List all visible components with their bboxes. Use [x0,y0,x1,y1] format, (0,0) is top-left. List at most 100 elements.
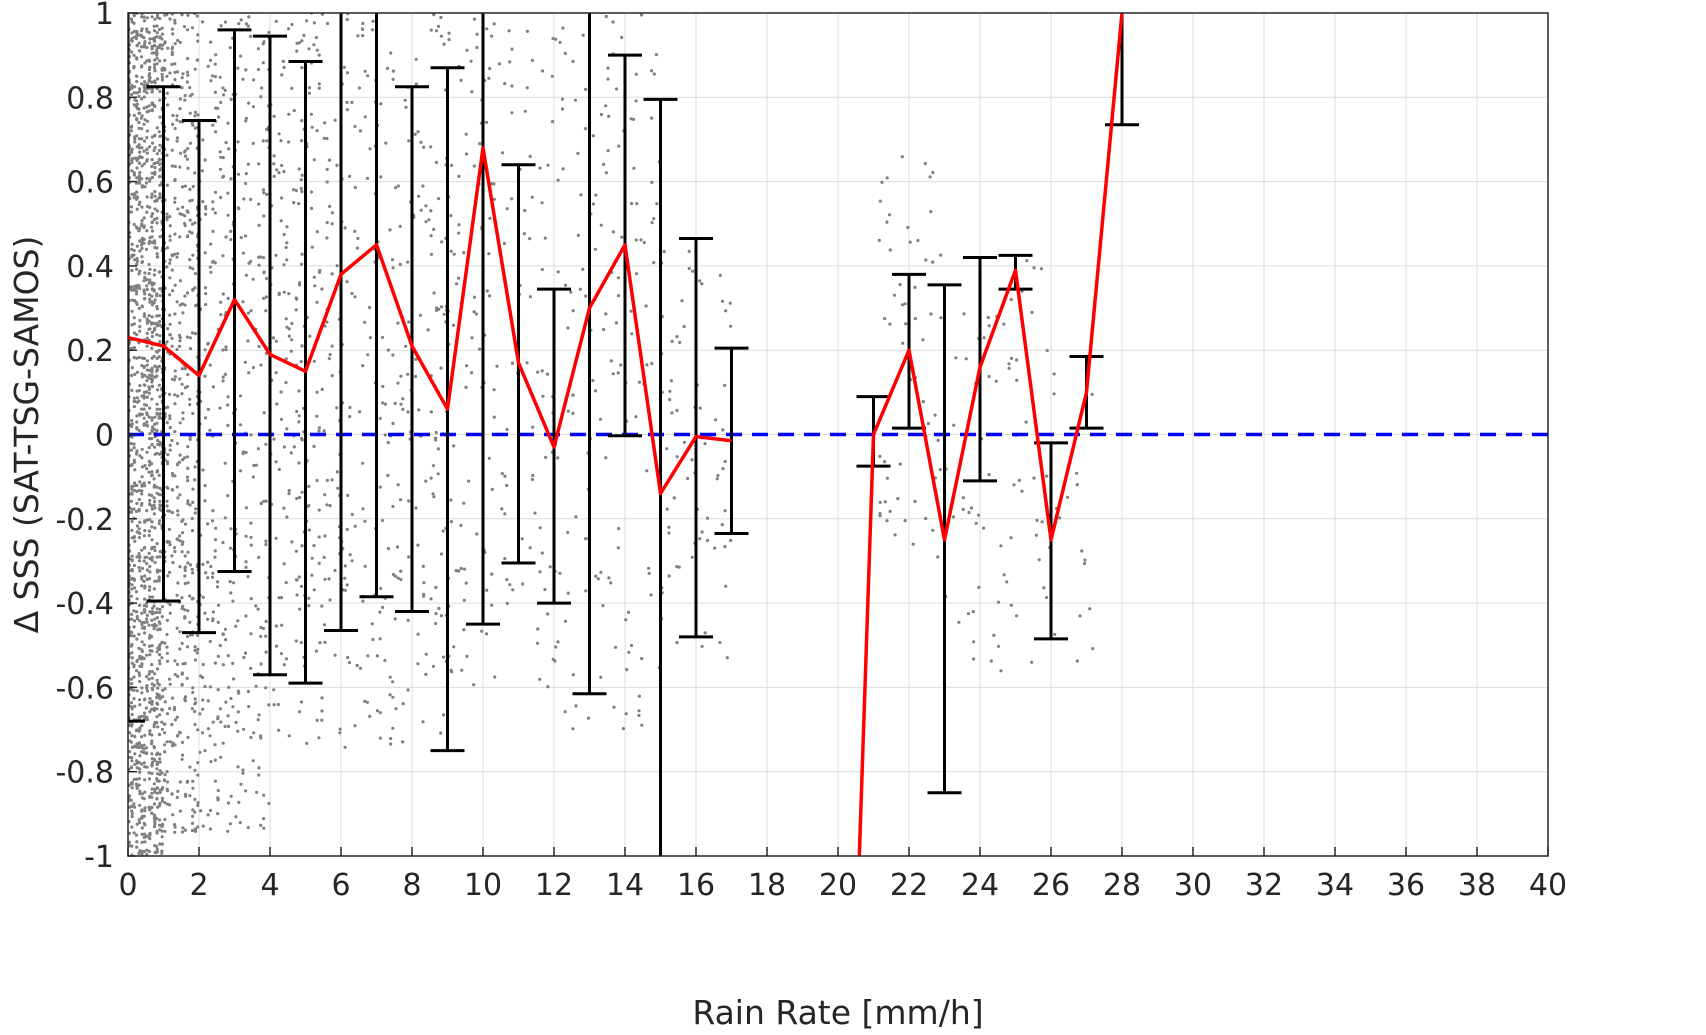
scatter-point [145,561,149,566]
scatter-point [155,56,159,60]
scatter-point [274,536,278,540]
scatter-point [150,214,154,218]
scatter-point [452,645,456,649]
scatter-point [190,231,194,235]
scatter-point [652,217,656,221]
scatter-point [142,396,146,400]
scatter-point [157,270,161,274]
scatter-point [135,617,139,621]
scatter-point [145,653,149,657]
scatter-point [185,70,190,74]
scatter-point [218,167,223,171]
scatter-point [132,802,136,806]
scatter-point [157,522,161,526]
scatter-point [267,801,271,806]
scatter-point [294,189,298,193]
scatter-point [226,191,230,195]
scatter-point [138,520,142,524]
scatter-point [176,38,180,43]
scatter-point [155,667,160,671]
scatter-point [137,777,141,781]
scatter-point [219,100,223,104]
scatter-point [130,707,134,711]
scatter-point [315,300,319,304]
scatter-point [413,132,417,136]
scatter-point [322,623,327,627]
scatter-point [157,818,162,822]
scatter-point [579,193,583,197]
scatter-point [150,470,154,474]
scatter-point [193,722,197,727]
scatter-point [181,311,185,315]
scatter-point [181,826,185,830]
scatter-point [147,771,151,775]
scatter-point [143,373,147,377]
scatter-point [503,82,507,86]
scatter-point [145,278,149,282]
scatter-point [148,300,152,304]
scatter-point [163,40,167,44]
scatter-point [150,676,154,680]
scatter-point [138,181,142,185]
scatter-point [143,586,147,590]
scatter-point [163,722,167,726]
scatter-point [168,17,172,21]
scatter-point [257,555,261,560]
scatter-point [173,70,177,74]
scatter-point [142,579,146,584]
scatter-point [135,284,139,288]
scatter-point [292,108,296,113]
scatter-point [323,640,327,644]
scatter-point [167,677,172,681]
scatter-point [135,759,139,763]
scatter-point [650,361,654,366]
scatter-point [150,195,154,200]
scatter-point [132,331,136,335]
scatter-point [566,326,570,330]
scatter-point [231,599,235,603]
scatter-point [257,344,261,349]
scatter-point [147,262,151,267]
scatter-point [432,495,436,499]
scatter-point [161,43,165,47]
scatter-point [142,106,146,110]
scatter-point [171,813,175,817]
scatter-point [972,657,976,661]
scatter-point [132,64,136,69]
scatter-point [951,515,956,519]
scatter-point [566,409,570,413]
scatter-point [157,355,161,359]
scatter-point [152,29,157,33]
scatter-point [604,312,608,316]
scatter-point [389,736,393,741]
scatter-point [135,259,139,263]
scatter-point [157,196,161,200]
scatter-point [129,205,133,209]
scatter-point [556,640,560,644]
scatter-point [168,443,172,447]
scatter-point [257,223,261,227]
scatter-point [535,641,540,645]
scatter-point [591,134,595,138]
scatter-point [243,651,248,655]
scatter-point [312,444,316,448]
scatter-point [143,806,147,810]
scatter-point [145,518,149,522]
scatter-point [1045,348,1049,353]
scatter-point [168,603,172,607]
scatter-point [180,213,184,217]
scatter-point [571,727,575,731]
scatter-point [135,396,139,400]
scatter-point [424,652,428,656]
scatter-point [900,155,904,159]
scatter-point [457,569,461,573]
scatter-point [145,689,150,693]
scatter-point [936,438,940,442]
scatter-point [1007,362,1011,366]
scatter-point [612,705,616,709]
scatter-point [183,303,187,307]
scatter-point [460,668,464,672]
scatter-point [135,262,139,266]
scatter-point [1032,266,1036,270]
scatter-point [158,607,162,611]
